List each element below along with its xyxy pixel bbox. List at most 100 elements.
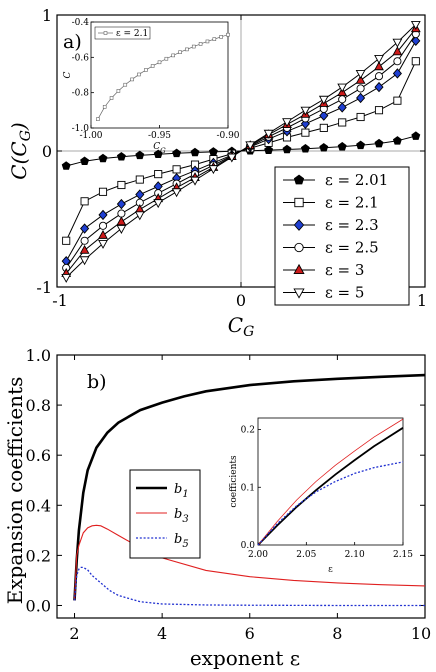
data-point bbox=[80, 156, 90, 166]
data-point bbox=[264, 145, 274, 154]
inset-data-point bbox=[144, 68, 148, 72]
data-point bbox=[301, 128, 310, 137]
data-point bbox=[356, 92, 366, 104]
data-point bbox=[282, 118, 292, 128]
inset-data-point bbox=[171, 53, 175, 58]
y-axis-title-a: C(CG) bbox=[7, 122, 34, 179]
inset-data-point bbox=[191, 44, 196, 49]
panel-b: 2 4 6 8 10 0.0 0.2 0.4 0.6 0.8 1.0 exponent ε Expans… bbox=[3, 346, 431, 670]
data-point bbox=[117, 180, 126, 190]
data-point bbox=[134, 211, 145, 221]
inset-data-point bbox=[205, 39, 210, 44]
data-point bbox=[208, 165, 219, 175]
data-point bbox=[300, 118, 310, 129]
data-point bbox=[392, 46, 403, 56]
data-point bbox=[80, 236, 89, 245]
inset-data-point bbox=[198, 42, 203, 46]
data-point bbox=[355, 74, 366, 84]
data-point bbox=[374, 106, 384, 115]
inset-data-point bbox=[164, 56, 169, 61]
legend-label: ε = 5 bbox=[325, 284, 364, 302]
inset-x-title-b: ε bbox=[328, 565, 333, 575]
data-point bbox=[318, 95, 329, 105]
inset-data-point bbox=[96, 117, 100, 121]
y-tick-label-b: 1.0 bbox=[26, 346, 51, 365]
data-point bbox=[135, 150, 145, 160]
inset-legend-marker bbox=[103, 31, 108, 35]
inset-x-tick-label: -1.00 bbox=[79, 131, 102, 141]
data-point bbox=[319, 110, 329, 121]
inset-legend-box bbox=[94, 26, 151, 40]
series-a-5 bbox=[61, 21, 421, 283]
data-point bbox=[98, 221, 108, 230]
data-point bbox=[117, 209, 126, 218]
inset-data-point bbox=[226, 32, 230, 37]
data-point bbox=[153, 199, 164, 209]
inset-legend-a: ε = 2.1 bbox=[94, 26, 151, 40]
data-point bbox=[374, 55, 384, 64]
data-point bbox=[319, 143, 329, 152]
y-tick-label-b: 0.8 bbox=[26, 396, 51, 415]
data-point bbox=[374, 138, 384, 148]
data-point bbox=[79, 256, 90, 266]
legend-item-a: ε = 3 bbox=[283, 261, 364, 279]
data-point bbox=[80, 223, 90, 234]
data-point bbox=[411, 131, 421, 140]
data-point bbox=[300, 106, 311, 116]
y-tick-label-b: 0.6 bbox=[26, 446, 51, 465]
data-point bbox=[374, 81, 384, 93]
legend-item-a: ε = 2.5 bbox=[283, 239, 379, 257]
data-point bbox=[263, 129, 274, 139]
y-tick-label-b: 0.2 bbox=[26, 546, 51, 565]
data-point bbox=[226, 153, 237, 163]
inset-x-tick-label-b: 2.05 bbox=[296, 550, 316, 560]
legend-box-a bbox=[274, 166, 410, 306]
inset-y-tick-label: -1.0 bbox=[72, 124, 90, 134]
plot-frame-b bbox=[56, 354, 426, 619]
inset-x-tick-label-b: 2.10 bbox=[345, 550, 365, 560]
inset-frame-a bbox=[90, 21, 229, 129]
inset-data-point bbox=[123, 82, 128, 87]
data-point bbox=[393, 96, 402, 105]
legend-item-a: ε = 2.1 bbox=[283, 194, 379, 212]
legend-label: ε = 2.01 bbox=[325, 171, 388, 189]
inset-frame-b bbox=[257, 417, 404, 546]
inset-x-tick-label: -0.95 bbox=[148, 131, 171, 141]
inset-data-point bbox=[150, 64, 155, 68]
x-tick-label-b: 10 bbox=[411, 624, 431, 643]
inset-data-point bbox=[116, 89, 121, 93]
inset-y-tick-label-b: 0.1 bbox=[241, 483, 255, 493]
data-point bbox=[337, 83, 348, 93]
data-point bbox=[116, 216, 127, 226]
inset-data-point bbox=[102, 105, 107, 109]
inset-y-tick-label-b: 0.0 bbox=[241, 541, 256, 551]
legend-label: ε = 2.5 bbox=[325, 239, 379, 257]
y-axis-title-b: Expansion coefficients bbox=[3, 377, 27, 605]
data-point bbox=[153, 149, 163, 159]
data-point bbox=[392, 68, 402, 79]
inset-series-b-1 bbox=[257, 418, 404, 546]
inset-x-tick-label-b: 2.15 bbox=[393, 550, 413, 560]
y-tick-label-a: -1 bbox=[36, 278, 52, 297]
data-point bbox=[337, 141, 347, 151]
legend-item-a: ε = 2.3 bbox=[283, 216, 379, 234]
legend-marker bbox=[294, 242, 304, 253]
x-tick-label-a: 1 bbox=[417, 291, 427, 310]
legend-label: b3 bbox=[174, 507, 189, 525]
inset-data-point bbox=[137, 72, 141, 77]
x-tick-label-b: 8 bbox=[332, 624, 342, 643]
data-point bbox=[411, 57, 420, 66]
data-point bbox=[319, 123, 328, 132]
legend-marker bbox=[293, 174, 305, 185]
data-point bbox=[356, 140, 366, 150]
data-point bbox=[134, 204, 145, 213]
data-point bbox=[98, 239, 108, 249]
panel-label-a: a) bbox=[63, 31, 82, 53]
legend-item-b: b3 bbox=[136, 507, 189, 525]
data-point bbox=[116, 225, 127, 234]
legend-label: ε = 3 bbox=[325, 261, 364, 279]
legend-item-a: ε = 2.01 bbox=[283, 171, 388, 189]
inset-legend-label: ε = 2.1 bbox=[116, 29, 148, 39]
inset-data-point bbox=[157, 60, 162, 65]
